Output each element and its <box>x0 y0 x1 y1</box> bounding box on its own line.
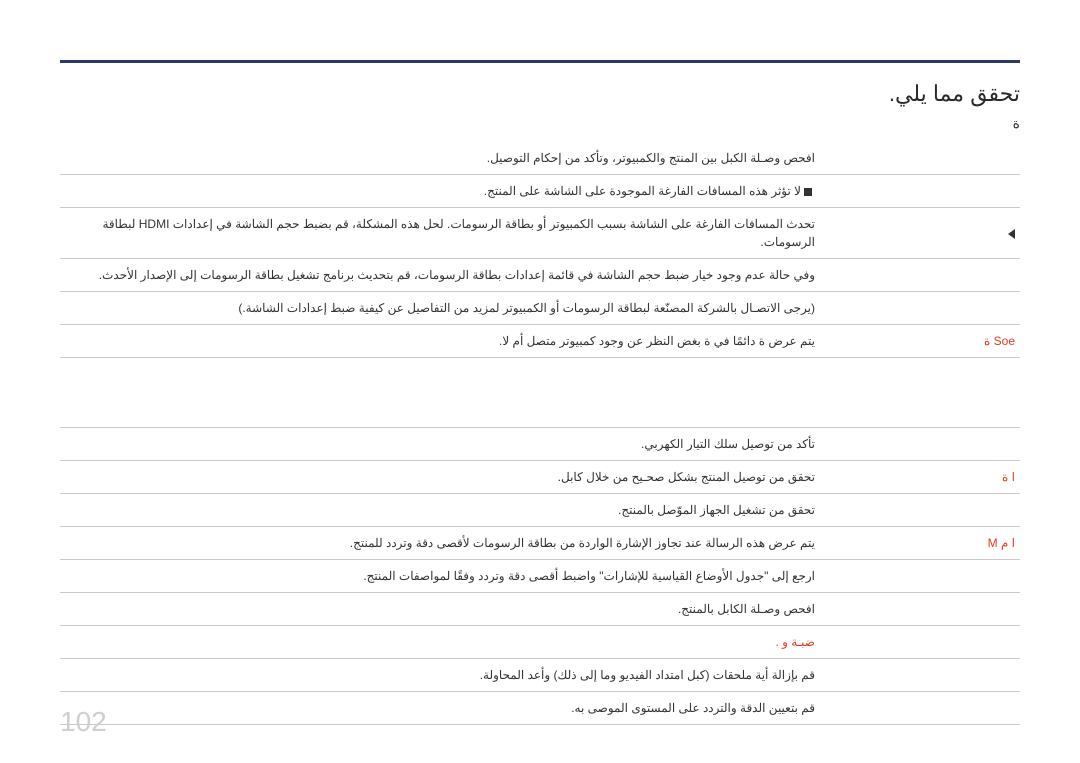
section-head-1: ة <box>60 115 1020 132</box>
solution-cell: تحقق من تشغيل الجهاز الموّصل بالمنتج. <box>60 494 820 527</box>
table-row: ارجع إلى "جدول الأوضاع القياسية للإشارات… <box>60 560 1020 593</box>
issue-cell <box>820 626 1020 659</box>
solution-text: لا تؤثر هذه المسافات الفارغة الموجودة عل… <box>484 184 801 198</box>
bullet-icon <box>804 188 812 196</box>
solution-cell: يتم عرض ة دائمًا في ة بغض النظر عن وجود … <box>60 325 820 358</box>
solution-cell: وفي حالة عدم وجود خيار ضبط حجم الشاشة في… <box>60 259 820 292</box>
table-row: تأكد من توصيل سلك التيار الكهربي. <box>60 428 1020 461</box>
gap-row <box>60 358 1020 428</box>
issue-cell: Soe ة <box>820 325 1020 358</box>
solution-cell: قم بتعيين الدقة والتردد على المستوى المو… <box>60 692 820 725</box>
issue-cell <box>820 142 1020 175</box>
solution-cell: تحدث المسافات الفارغة على الشاشة بسبب ال… <box>60 208 820 259</box>
solution-cell: ضبـة و . <box>60 626 820 659</box>
issue-cell <box>820 659 1020 692</box>
page-number: 102 <box>60 706 107 738</box>
solution-cell: يتم عرض هذه الرسالة عند تجاوز الإشارة ال… <box>60 527 820 560</box>
troubleshoot-table-1: افحص وصـلة الكبل بين المنتج والكمبيوتر، … <box>60 142 1020 428</box>
table-row: ا م M يتم عرض هذه الرسالة عند تجاوز الإش… <box>60 527 1020 560</box>
issue-cell <box>820 494 1020 527</box>
table-row: افحص وصـلة الكبل بين المنتج والكمبيوتر، … <box>60 142 1020 175</box>
solution-cell: لا تؤثر هذه المسافات الفارغة الموجودة عل… <box>60 175 820 208</box>
issue-cell <box>820 175 1020 208</box>
page-title: تحقق مما يلي. <box>60 81 1020 107</box>
triangle-icon <box>1008 229 1015 239</box>
issue-cell <box>820 292 1020 325</box>
solution-cell: افحص وصـلة الكبل بين المنتج والكمبيوتر، … <box>60 142 820 175</box>
issue-cell <box>820 692 1020 725</box>
solution-cell: (يرجى الاتصـال بالشركة المصنّعة لبطاقة ا… <box>60 292 820 325</box>
solution-cell: ارجع إلى "جدول الأوضاع القياسية للإشارات… <box>60 560 820 593</box>
solution-cell: تأكد من توصيل سلك التيار الكهربي. <box>60 428 820 461</box>
issue-cell: ا م M <box>820 527 1020 560</box>
issue-cell <box>820 208 1020 259</box>
issue-cell <box>820 593 1020 626</box>
table-row: (يرجى الاتصـال بالشركة المصنّعة لبطاقة ا… <box>60 292 1020 325</box>
top-rule <box>60 60 1020 63</box>
table-row: تحدث المسافات الفارغة على الشاشة بسبب ال… <box>60 208 1020 259</box>
table-row: ا ة تحقق من توصيل المنتج بشكل صحـيح من خ… <box>60 461 1020 494</box>
issue-cell <box>820 259 1020 292</box>
table-row: Soe ة يتم عرض ة دائمًا في ة بغض النظر عن… <box>60 325 1020 358</box>
issue-cell <box>820 428 1020 461</box>
solution-cell: قم بإزالة أية ملحقات (كبل امتداد الفيديو… <box>60 659 820 692</box>
solution-cell: افحص وصـلة الكابل بالمنتج. <box>60 593 820 626</box>
issue-cell: ا ة <box>820 461 1020 494</box>
issue-cell <box>820 560 1020 593</box>
solution-cell: تحقق من توصيل المنتج بشكل صحـيح من خلال … <box>60 461 820 494</box>
table-row: لا تؤثر هذه المسافات الفارغة الموجودة عل… <box>60 175 1020 208</box>
table-row: قم بتعيين الدقة والتردد على المستوى المو… <box>60 692 1020 725</box>
troubleshoot-table-2: تأكد من توصيل سلك التيار الكهربي. ا ة تح… <box>60 428 1020 725</box>
page-root: تحقق مما يلي. ة افحص وصـلة الكبل بين الم… <box>0 0 1080 763</box>
table-row: وفي حالة عدم وجود خيار ضبط حجم الشاشة في… <box>60 259 1020 292</box>
table-row: افحص وصـلة الكابل بالمنتج. <box>60 593 1020 626</box>
table-row: ضبـة و . <box>60 626 1020 659</box>
table-row: تحقق من تشغيل الجهاز الموّصل بالمنتج. <box>60 494 1020 527</box>
table-row: قم بإزالة أية ملحقات (كبل امتداد الفيديو… <box>60 659 1020 692</box>
